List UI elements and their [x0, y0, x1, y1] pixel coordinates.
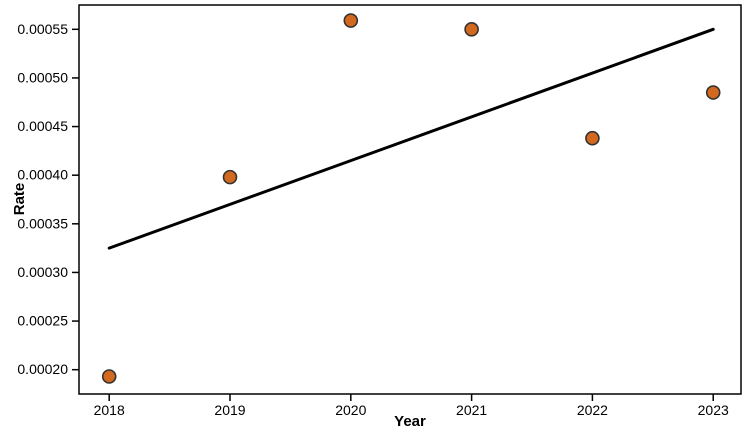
y-tick-label: 0.00050 [17, 69, 68, 85]
x-tick-label: 2019 [214, 402, 245, 418]
y-tick-label: 0.00025 [17, 313, 68, 329]
data-point [101, 369, 117, 384]
x-tick-label: 2023 [698, 402, 729, 418]
data-point [464, 22, 479, 37]
y-tick-label: 0.00020 [17, 361, 68, 377]
x-tick-label: 2021 [456, 402, 487, 418]
data-point [585, 130, 600, 146]
y-tick-label: 0.00030 [17, 264, 68, 280]
trend-line [107, 27, 715, 250]
data-point [222, 169, 238, 185]
y-tick-label: 0.00040 [17, 167, 68, 183]
y-tick-label: 0.00055 [17, 21, 68, 37]
x-tick-label: 2022 [577, 402, 608, 418]
data-point [705, 85, 721, 100]
y-tick-label: 0.00045 [17, 118, 68, 134]
y-tick-label: 0.00035 [17, 215, 68, 231]
data-point [343, 13, 359, 28]
plot-border [78, 4, 742, 395]
x-tick-label: 2018 [94, 402, 125, 418]
x-axis-title: Year [394, 413, 426, 430]
y-axis-title: Rate [10, 182, 28, 216]
x-tick-label: 2020 [335, 402, 366, 418]
